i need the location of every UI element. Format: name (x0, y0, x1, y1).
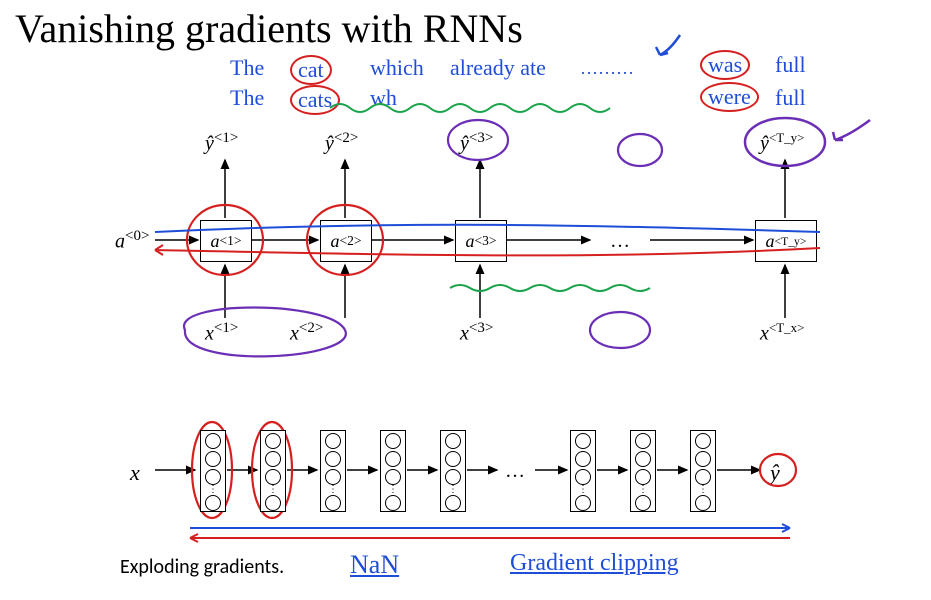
rnn-cell-2: a<2> (320, 220, 372, 262)
label-x3: x<3> (460, 320, 493, 346)
nn-dots: … (505, 460, 525, 483)
hand-the2: The (230, 85, 264, 111)
hand-already-ate: already ate (450, 55, 546, 81)
nn-layer-4: ⋮ (380, 430, 406, 512)
hand-was: was (700, 50, 750, 80)
label-xT: x<T_x> (760, 320, 805, 346)
nn-layer-1: ⋮ (200, 430, 226, 512)
nn-layer-5: ⋮ (440, 430, 466, 512)
hand-nan: NaN (350, 550, 399, 580)
nn-layer-3: ⋮ (320, 430, 346, 512)
hand-cat: cat (290, 55, 332, 85)
rnn-cell-T: a<T_y> (755, 220, 817, 262)
hand-dots1: ……… (580, 58, 634, 79)
label-y1: ŷ<1> (205, 130, 238, 156)
rnn-dots: … (610, 230, 630, 253)
label-x1: x<1> (205, 320, 238, 346)
hand-wh: wh (370, 85, 397, 111)
hand-full1: full (775, 52, 806, 78)
hand-which: which (370, 55, 424, 81)
hand-were: were (700, 82, 759, 112)
hand-full2: full (775, 85, 806, 111)
label-yT: ŷ<T_y> (760, 130, 805, 156)
nn-layer-2: ⋮ (260, 430, 286, 512)
label-x2: x<2> (290, 320, 323, 346)
nn-layer-6: ⋮ (570, 430, 596, 512)
label-x: x (130, 460, 140, 486)
page-title: Vanishing gradients with RNNs (15, 5, 523, 52)
exploding-gradients-label: Exploding gradients. (120, 555, 284, 579)
nn-layer-8: ⋮ (690, 430, 716, 512)
hand-the1: The (230, 55, 264, 81)
label-yhat: ŷ (770, 460, 780, 486)
rnn-cell-1: a<1> (200, 220, 252, 262)
label-a0: a<0> (115, 228, 149, 254)
nn-layer-7: ⋮ (630, 430, 656, 512)
label-y3: ŷ<3> (460, 130, 493, 156)
label-y2: ŷ<2> (325, 130, 358, 156)
hand-cats: cats (290, 85, 340, 115)
hand-gradient-clipping: Gradient clipping (510, 550, 679, 577)
rnn-cell-3: a<3> (455, 220, 507, 262)
